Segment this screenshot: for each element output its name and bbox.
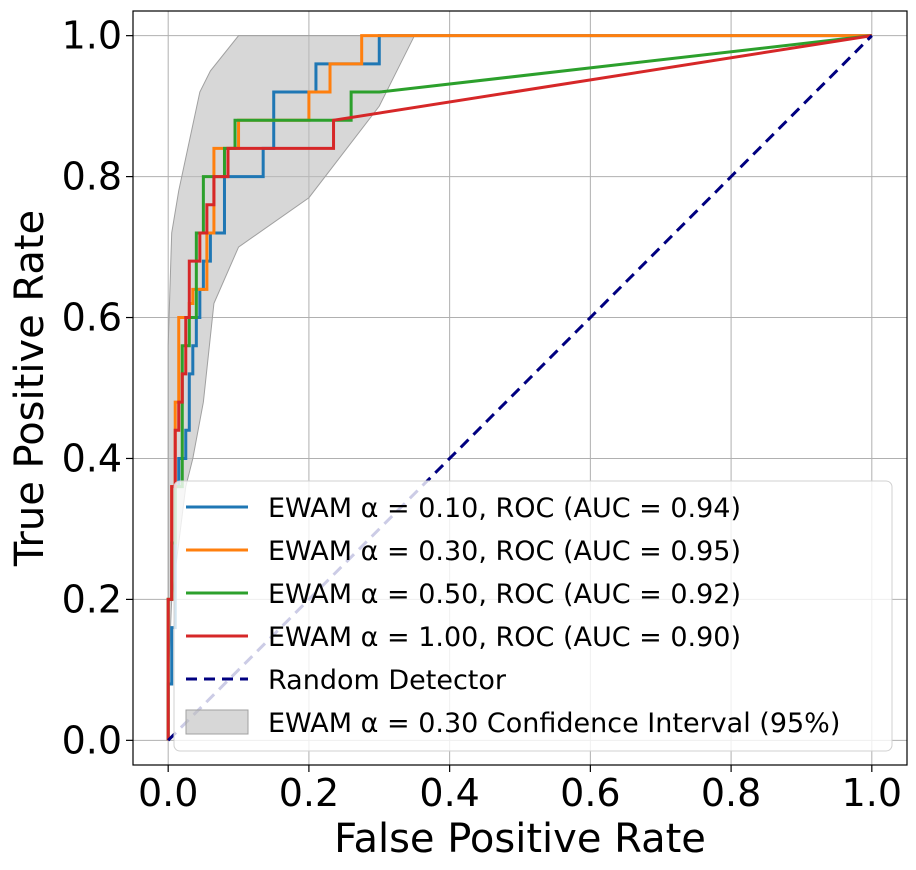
axis-ticks: 0.0 0.2 0.4 0.6 0.8 1.0 0.0 0.2 0.4 0.6 0.8 1.0	[62, 14, 902, 815]
x-tick-label: 1.0	[842, 771, 902, 815]
x-tick-label: 0.8	[701, 771, 761, 815]
x-axis-title: False Positive Rate	[334, 816, 706, 862]
legend-label-1: EWAM α = 0.30, ROC (AUC = 0.95)	[268, 536, 741, 567]
y-tick-label: 0.4	[62, 436, 122, 480]
legend-label-2: EWAM α = 0.50, ROC (AUC = 0.92)	[268, 579, 741, 610]
y-tick-label: 0.0	[62, 718, 122, 762]
legend-box	[173, 480, 893, 752]
series-line-2	[166, 34, 872, 741]
legend-label-0: EWAM α = 0.10, ROC (AUC = 0.94)	[268, 493, 741, 524]
y-tick-label: 0.2	[62, 577, 122, 621]
plot-frame	[132, 10, 908, 766]
series-line-3	[166, 34, 873, 741]
x-tick-label: 0.2	[279, 771, 339, 815]
legend-label-5: EWAM α = 0.30 Confidence Interval (95%)	[268, 708, 840, 739]
y-tick-label: 0.6	[62, 296, 122, 340]
x-tick-label: 0.6	[560, 771, 620, 815]
y-tick-label: 0.8	[62, 155, 122, 199]
x-tick-label: 0.4	[419, 771, 479, 815]
legend: EWAM α = 0.10, ROC (AUC = 0.94) EWAM α = …	[173, 480, 893, 752]
x-tick-label: 0.0	[138, 771, 198, 815]
legend-label-4: Random Detector	[268, 665, 507, 696]
y-axis-title: True Positive Rate	[7, 210, 53, 567]
legend-label-3: EWAM α = 1.00, ROC (AUC = 0.90)	[268, 622, 741, 653]
y-tick-label: 1.0	[62, 14, 122, 58]
legend-swatch-band	[185, 709, 249, 735]
